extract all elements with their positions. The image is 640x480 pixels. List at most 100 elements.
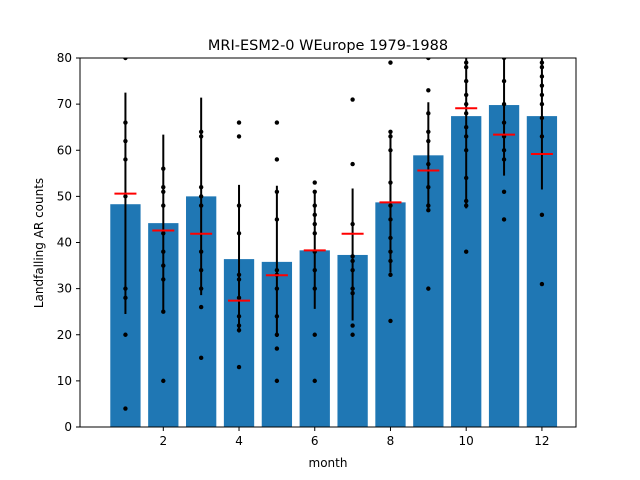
data-point xyxy=(501,101,507,107)
data-point xyxy=(388,203,393,208)
data-point xyxy=(274,378,280,384)
data-point xyxy=(312,378,317,384)
data-point xyxy=(350,286,355,291)
data-point xyxy=(312,286,317,291)
data-point xyxy=(312,332,317,337)
data-point xyxy=(274,332,280,337)
data-point xyxy=(312,203,317,208)
data-point xyxy=(236,295,242,301)
y-tick-label: 10 xyxy=(57,374,72,388)
data-point xyxy=(426,286,431,291)
data-point xyxy=(123,194,128,199)
data-point xyxy=(463,111,469,116)
data-point xyxy=(539,115,545,121)
data-point xyxy=(236,314,242,319)
data-point xyxy=(350,254,355,259)
data-point xyxy=(463,134,469,139)
data-point xyxy=(426,161,431,167)
data-point xyxy=(161,231,166,236)
data-point xyxy=(123,120,128,125)
data-point xyxy=(501,78,507,84)
data-point xyxy=(463,203,469,208)
data-point xyxy=(426,88,431,93)
data-point xyxy=(501,120,507,125)
data-point xyxy=(161,277,166,282)
y-axis-label: Landfalling AR counts xyxy=(32,178,46,308)
y-tick-label: 40 xyxy=(57,236,72,250)
data-point xyxy=(539,74,545,79)
data-point xyxy=(463,101,469,107)
data-point xyxy=(426,138,431,144)
data-point xyxy=(426,203,431,208)
data-point xyxy=(463,249,469,254)
y-tick-label: 0 xyxy=(64,420,72,434)
data-point xyxy=(350,267,355,273)
data-point xyxy=(312,267,317,273)
data-point xyxy=(463,175,469,181)
data-point xyxy=(198,355,204,361)
data-point xyxy=(312,189,317,194)
x-tick-label: 2 xyxy=(159,434,167,448)
x-tick-label: 10 xyxy=(459,434,474,448)
data-point xyxy=(161,378,166,384)
data-point xyxy=(198,203,204,208)
data-point xyxy=(388,249,393,254)
y-tick-label: 30 xyxy=(57,282,72,296)
data-point xyxy=(426,184,431,190)
data-point xyxy=(236,231,242,236)
data-point xyxy=(274,217,280,222)
data-point xyxy=(463,148,469,153)
y-tick-label: 20 xyxy=(57,328,72,342)
data-point xyxy=(388,129,393,134)
data-point xyxy=(501,157,507,162)
data-point xyxy=(350,161,355,167)
data-point xyxy=(463,65,469,70)
data-point xyxy=(236,327,242,333)
data-point xyxy=(463,78,469,84)
data-point xyxy=(161,189,166,194)
data-point xyxy=(236,134,242,139)
x-tick-label: 8 xyxy=(387,434,395,448)
data-point xyxy=(236,277,242,282)
data-point xyxy=(312,212,317,218)
data-point xyxy=(274,346,280,351)
data-point xyxy=(350,221,355,227)
x-axis-label: month xyxy=(309,456,348,470)
data-point xyxy=(388,318,393,324)
data-point xyxy=(463,92,469,98)
data-point xyxy=(274,286,280,291)
data-point xyxy=(123,58,128,61)
data-point xyxy=(123,406,128,411)
data-point xyxy=(388,217,393,222)
data-point xyxy=(198,267,204,273)
data-point xyxy=(274,189,280,194)
data-point xyxy=(123,138,128,144)
data-point xyxy=(312,180,317,185)
data-point xyxy=(426,58,431,61)
data-point xyxy=(312,231,317,236)
y-tick-label: 50 xyxy=(57,189,72,203)
data-point xyxy=(274,267,280,273)
data-point xyxy=(123,295,128,301)
data-point xyxy=(350,291,355,296)
data-point xyxy=(350,258,355,264)
data-point xyxy=(350,97,355,102)
data-point xyxy=(198,194,204,199)
data-point xyxy=(388,60,393,65)
data-point xyxy=(236,120,242,125)
data-point xyxy=(388,134,393,139)
data-point xyxy=(426,111,431,116)
data-point xyxy=(463,60,469,65)
data-point xyxy=(198,129,204,134)
data-point xyxy=(501,189,507,194)
data-point xyxy=(350,332,355,337)
data-point xyxy=(463,124,469,130)
data-point xyxy=(388,272,393,277)
data-point xyxy=(274,314,280,319)
data-point xyxy=(161,249,166,254)
data-point xyxy=(388,148,393,153)
y-tick-label: 80 xyxy=(57,51,72,65)
data-point xyxy=(236,364,242,370)
data-point xyxy=(161,166,166,171)
